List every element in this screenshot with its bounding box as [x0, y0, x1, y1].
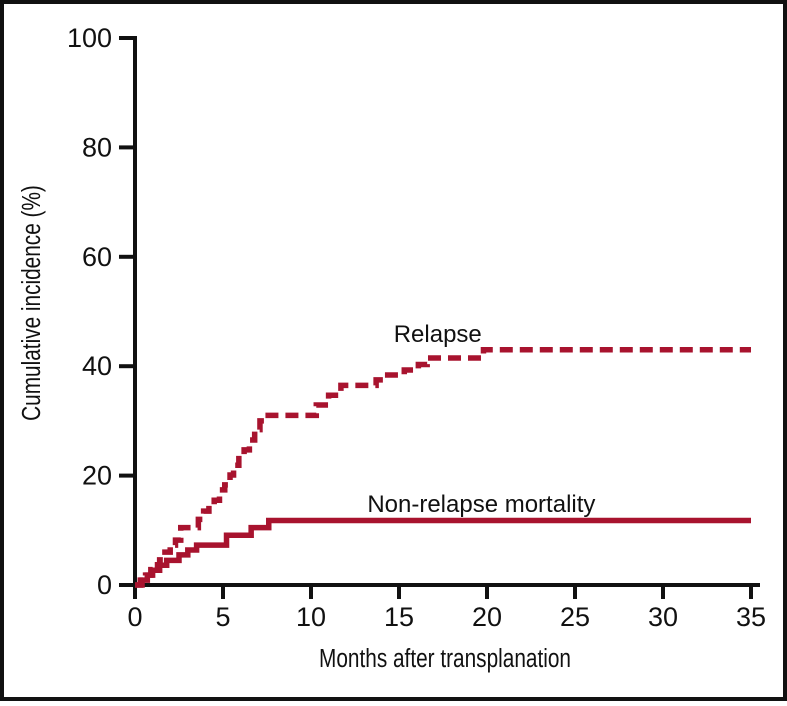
- y-tick-label: 80: [82, 132, 112, 162]
- y-axis-ticks: 0 20 40 60 80 100: [67, 23, 133, 600]
- y-tick-label: 40: [82, 351, 112, 381]
- x-tick-label: 35: [736, 602, 766, 632]
- x-tick-label: 25: [560, 602, 590, 632]
- x-tick-label: 0: [127, 602, 142, 632]
- y-tick-label: 20: [82, 461, 112, 491]
- y-axis-title: Cumulative incidence (%): [17, 185, 46, 421]
- x-tick-label: 10: [296, 602, 326, 632]
- non-relapse-mortality-label: Non-relapse mortality: [367, 491, 595, 518]
- x-axis-title: Months after transplanation: [319, 644, 571, 673]
- x-tick-label: 5: [215, 602, 230, 632]
- y-tick-label: 60: [82, 242, 112, 272]
- non-relapse-mortality-curve: [135, 517, 751, 588]
- relapse-curve: [135, 347, 751, 588]
- x-tick-label: 20: [472, 602, 502, 632]
- x-axis-ticks: 0 5 10 15 20 25 30 35: [127, 587, 766, 632]
- y-tick-label: 0: [97, 570, 112, 600]
- x-tick-label: 30: [648, 602, 678, 632]
- relapse-label: Relapse: [394, 321, 482, 348]
- x-tick-label: 15: [384, 602, 414, 632]
- y-tick-label: 100: [67, 23, 112, 53]
